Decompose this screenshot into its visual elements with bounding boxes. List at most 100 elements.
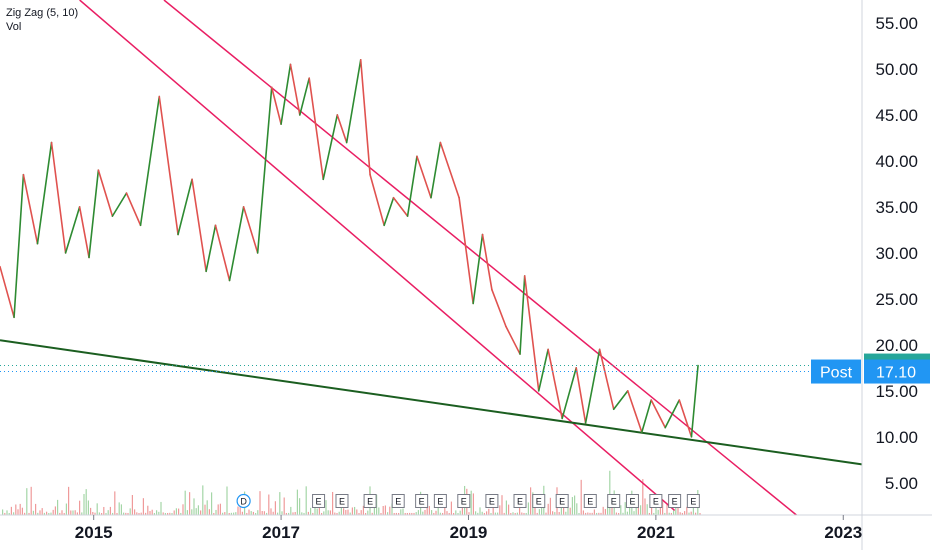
volume-bar bbox=[204, 504, 206, 515]
volume-bar bbox=[76, 512, 78, 515]
volume-bar bbox=[448, 513, 450, 515]
volume-bar bbox=[68, 486, 70, 515]
price-segment bbox=[256, 86, 273, 254]
volume-bar bbox=[600, 512, 602, 515]
volume-bar bbox=[299, 498, 301, 515]
price-segment bbox=[270, 86, 282, 125]
volume-bar bbox=[646, 504, 648, 515]
volume-bar bbox=[679, 512, 681, 515]
volume-bar bbox=[688, 512, 690, 515]
volume-bar bbox=[120, 504, 122, 515]
price-segment bbox=[139, 95, 161, 227]
volume-bar bbox=[582, 510, 584, 515]
volume-bar bbox=[675, 507, 677, 515]
volume-bar bbox=[127, 512, 129, 515]
volume-bar bbox=[545, 512, 547, 515]
volume-bar bbox=[521, 512, 523, 515]
price-segment bbox=[228, 206, 245, 282]
volume-bar bbox=[2, 509, 4, 515]
volume-bar bbox=[59, 512, 61, 515]
volume-bar bbox=[301, 512, 303, 515]
volume-bar bbox=[222, 512, 224, 515]
dividend-marker bbox=[236, 493, 251, 509]
volume-bar bbox=[512, 512, 514, 515]
volume-bar bbox=[65, 503, 67, 515]
y-tick-label: 20.00 bbox=[875, 336, 918, 355]
volume-bar bbox=[96, 503, 98, 515]
volume-bar bbox=[167, 512, 169, 515]
volume-bar bbox=[354, 506, 356, 515]
volume-bar bbox=[431, 510, 433, 515]
price-segment bbox=[111, 192, 128, 217]
price-segment bbox=[678, 399, 693, 438]
price-segment bbox=[97, 169, 114, 217]
volume-bar bbox=[541, 507, 543, 515]
price-segment bbox=[88, 169, 100, 259]
legend: Zig Zag (5, 10) Vol bbox=[6, 6, 78, 34]
volume-bar bbox=[578, 512, 580, 515]
post-label-badge bbox=[811, 359, 861, 384]
y-tick-label: 35.00 bbox=[875, 198, 918, 217]
volume-bar bbox=[248, 509, 250, 515]
volume-bar bbox=[189, 492, 191, 515]
volume-bar bbox=[604, 509, 606, 515]
volume-bar bbox=[472, 493, 474, 515]
volume-bar bbox=[63, 512, 65, 515]
volume-bar bbox=[618, 512, 620, 515]
y-tick-label: 40.00 bbox=[875, 152, 918, 171]
volume-bar bbox=[382, 506, 384, 515]
volume-bar bbox=[534, 502, 536, 515]
volume-bar bbox=[98, 512, 100, 515]
volume-bar bbox=[567, 507, 569, 515]
volume-bar bbox=[50, 512, 52, 515]
volume-bar bbox=[288, 512, 290, 515]
volume-bar bbox=[329, 510, 331, 515]
time-axis: 2015 2017 2019 2021 2023 bbox=[0, 514, 932, 542]
volume-bar bbox=[149, 511, 151, 515]
volume-bar bbox=[659, 503, 661, 515]
volume-bar bbox=[277, 512, 279, 515]
x-tick-label: 2023 bbox=[824, 523, 862, 542]
volume-bar bbox=[413, 512, 415, 515]
earnings-marker bbox=[668, 494, 682, 508]
volume-bar bbox=[268, 494, 270, 515]
volume-bar bbox=[21, 507, 23, 515]
price-segment bbox=[547, 348, 563, 420]
volume-bar bbox=[274, 501, 276, 515]
volume-bar bbox=[523, 512, 525, 515]
price-segment bbox=[158, 95, 179, 236]
volume-bar bbox=[200, 510, 202, 515]
volume-bar bbox=[336, 512, 338, 515]
volume-bar bbox=[327, 510, 329, 515]
volume-bar bbox=[6, 510, 8, 515]
volume-bar bbox=[475, 511, 477, 515]
earnings-marker-label: E bbox=[611, 497, 617, 507]
volume-bar bbox=[43, 512, 45, 515]
volume-bar bbox=[241, 511, 243, 515]
price-segment bbox=[664, 399, 681, 429]
volume-bar bbox=[182, 504, 184, 515]
volume-bar bbox=[338, 511, 340, 515]
volume-bar bbox=[446, 511, 448, 515]
price-segment bbox=[491, 288, 507, 328]
earnings-marker-label: E bbox=[629, 497, 635, 507]
volume-bar bbox=[424, 509, 426, 515]
volume-bar bbox=[587, 512, 589, 515]
price-segment bbox=[308, 77, 325, 181]
y-tick-label: 25.00 bbox=[875, 290, 918, 309]
volume-bar bbox=[325, 500, 327, 515]
volume-bar bbox=[530, 487, 532, 515]
volume-bar bbox=[13, 512, 15, 515]
volume-bar bbox=[109, 506, 111, 515]
price-segment bbox=[392, 196, 409, 217]
volume-bar bbox=[622, 512, 624, 515]
volume-bar bbox=[307, 511, 309, 515]
y-tick-label: 50.00 bbox=[875, 60, 918, 79]
volume-bar bbox=[15, 504, 17, 515]
volume-bar bbox=[208, 509, 210, 515]
indicator-label: Zig Zag (5, 10) bbox=[6, 7, 79, 19]
volume-bar bbox=[173, 510, 175, 515]
volume-bar bbox=[321, 512, 323, 515]
volume-bar bbox=[85, 489, 87, 515]
